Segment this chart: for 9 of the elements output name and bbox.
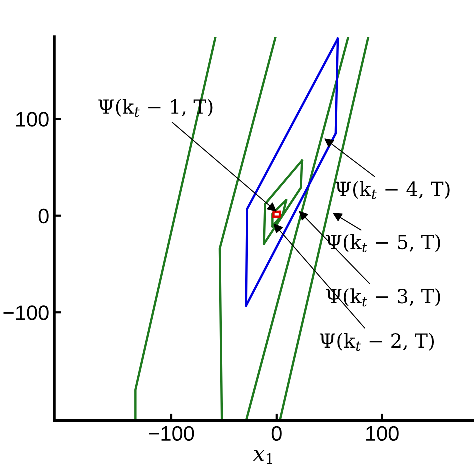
y-tick-label: 0 (38, 208, 49, 224)
y-tick-label: −100 (4, 306, 49, 320)
x-tick-label: 100 (366, 426, 399, 442)
x-tick-label: −100 (149, 426, 194, 442)
annotation: Ψ(k$_{t}$ − 4, T) (336, 181, 450, 200)
x-tick-label: 0 (272, 426, 282, 442)
x-axis-title: x$_{1}$ (253, 450, 272, 464)
y-tick-label: 100 (16, 112, 49, 127)
annotation: Ψ(k$_{t}$ − 2, T) (320, 333, 434, 352)
